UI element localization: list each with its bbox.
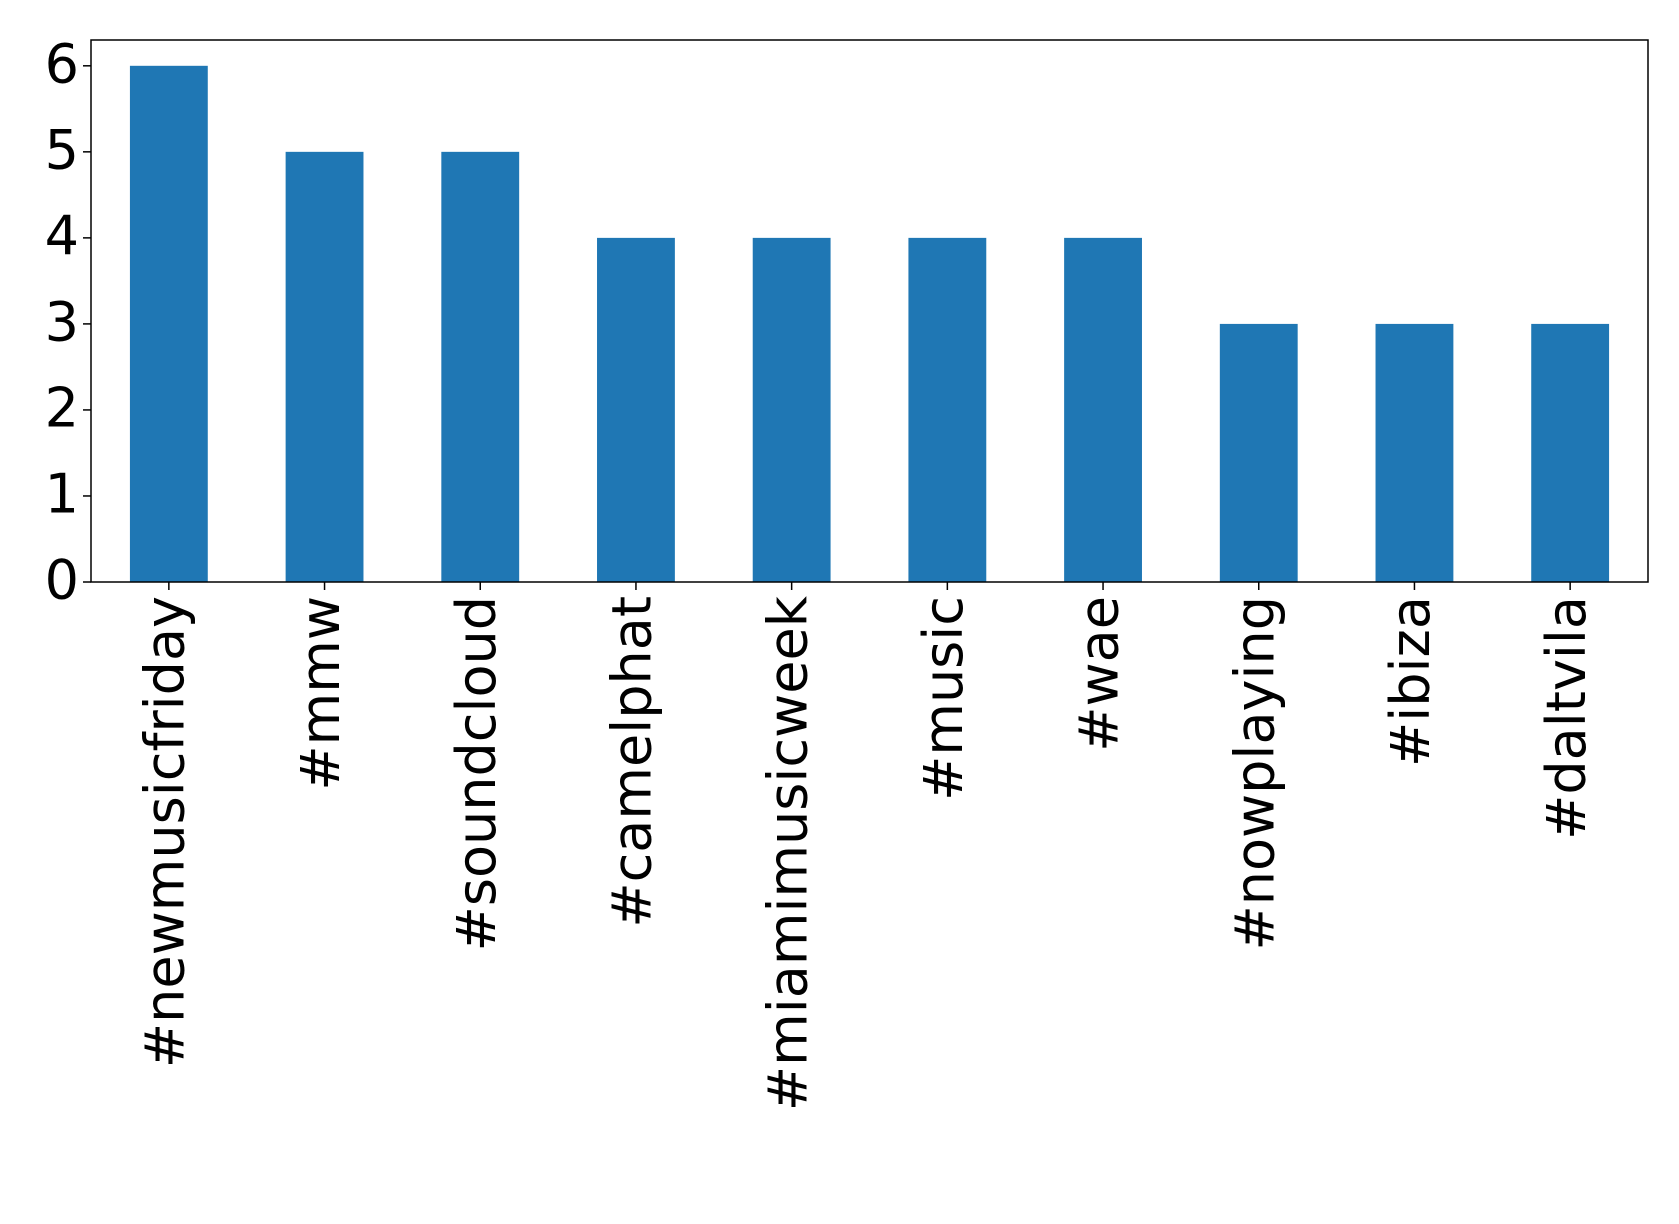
- x-tick-label: #wae: [1068, 596, 1131, 752]
- y-tick-label: 2: [45, 377, 79, 440]
- x-tick-label: #miamimusicweek: [756, 595, 819, 1111]
- y-tick-label: 6: [45, 32, 79, 95]
- bar: [1219, 323, 1298, 582]
- x-tick-label: #nowplaying: [1223, 596, 1286, 951]
- bar: [285, 151, 364, 583]
- y-tick-label: 1: [45, 463, 79, 526]
- x-tick-label: #camelphat: [601, 596, 664, 928]
- x-tick-label: #newmusicfriday: [133, 596, 196, 1068]
- bar: [1531, 323, 1610, 582]
- x-tick-label: #mmw: [289, 596, 352, 791]
- bar: [597, 237, 675, 582]
- bar: [441, 151, 520, 583]
- x-tick-label: #ibiza: [1379, 596, 1442, 767]
- x-tick-label: #daltvila: [1535, 596, 1598, 840]
- bar: [129, 65, 208, 583]
- y-tick-label: 5: [45, 118, 79, 181]
- bar: [908, 237, 987, 582]
- y-tick-label: 4: [45, 205, 79, 268]
- bar: [752, 237, 831, 582]
- x-tick-label: #music: [912, 596, 975, 801]
- y-tick-label: 0: [45, 549, 79, 612]
- plot-frame: [90, 39, 1649, 583]
- x-tick-label: #soundcloud: [445, 596, 508, 951]
- bar: [1375, 323, 1454, 582]
- bar: [1064, 237, 1142, 582]
- y-tick-label: 3: [45, 291, 79, 354]
